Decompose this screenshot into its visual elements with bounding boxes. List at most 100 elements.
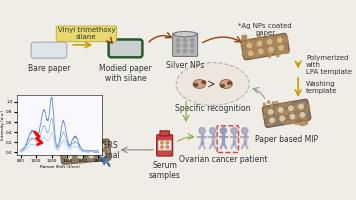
Circle shape <box>277 55 279 57</box>
Circle shape <box>103 147 105 149</box>
Circle shape <box>291 113 293 115</box>
Circle shape <box>298 106 300 108</box>
Circle shape <box>81 152 83 154</box>
Circle shape <box>288 110 291 113</box>
Circle shape <box>274 41 276 43</box>
Circle shape <box>166 146 169 148</box>
Circle shape <box>93 144 95 146</box>
Circle shape <box>67 147 69 149</box>
Circle shape <box>242 35 244 38</box>
Circle shape <box>276 107 278 110</box>
Circle shape <box>259 50 261 53</box>
Circle shape <box>270 38 273 40</box>
Circle shape <box>285 104 288 106</box>
Circle shape <box>283 51 285 53</box>
Circle shape <box>166 141 169 144</box>
Circle shape <box>97 155 99 157</box>
Circle shape <box>306 109 308 111</box>
Circle shape <box>287 120 289 122</box>
Circle shape <box>248 46 250 48</box>
Circle shape <box>256 45 258 48</box>
Circle shape <box>288 102 290 104</box>
Circle shape <box>263 103 266 106</box>
Circle shape <box>269 52 271 55</box>
Text: *Ag NPs coated
paper: *Ag NPs coated paper <box>239 23 292 36</box>
Circle shape <box>267 112 269 114</box>
Circle shape <box>280 116 284 121</box>
Circle shape <box>299 104 303 109</box>
Circle shape <box>277 46 279 48</box>
Circle shape <box>304 118 307 120</box>
Circle shape <box>297 104 300 107</box>
FancyBboxPatch shape <box>157 135 173 156</box>
Circle shape <box>265 47 267 49</box>
Circle shape <box>262 39 265 42</box>
Circle shape <box>241 45 244 48</box>
Circle shape <box>82 154 84 156</box>
Circle shape <box>275 43 277 46</box>
Circle shape <box>242 37 245 39</box>
Circle shape <box>286 39 288 41</box>
Circle shape <box>295 107 297 109</box>
Circle shape <box>83 146 85 148</box>
Circle shape <box>62 143 64 145</box>
Circle shape <box>243 49 245 51</box>
Circle shape <box>89 156 91 158</box>
FancyBboxPatch shape <box>241 33 289 60</box>
Circle shape <box>67 155 72 160</box>
Circle shape <box>99 150 101 152</box>
Circle shape <box>242 43 245 45</box>
Text: Bare paper: Bare paper <box>28 64 70 73</box>
Circle shape <box>287 110 289 112</box>
Circle shape <box>64 145 66 147</box>
Circle shape <box>294 108 297 110</box>
Circle shape <box>252 41 254 43</box>
Ellipse shape <box>201 81 206 84</box>
Circle shape <box>251 47 254 49</box>
Circle shape <box>298 122 300 124</box>
Circle shape <box>69 145 71 148</box>
Circle shape <box>88 145 93 149</box>
Circle shape <box>99 146 101 148</box>
FancyBboxPatch shape <box>31 42 67 58</box>
Circle shape <box>302 107 304 110</box>
Circle shape <box>277 52 279 54</box>
Circle shape <box>269 41 271 43</box>
Circle shape <box>78 151 80 153</box>
Ellipse shape <box>220 80 232 88</box>
Circle shape <box>176 49 180 53</box>
Circle shape <box>106 147 109 149</box>
Circle shape <box>88 155 90 157</box>
Circle shape <box>247 43 252 48</box>
FancyBboxPatch shape <box>60 139 111 164</box>
Circle shape <box>270 106 272 108</box>
Circle shape <box>284 37 287 39</box>
Text: SERS
Signal: SERS Signal <box>97 141 120 160</box>
Circle shape <box>76 155 78 157</box>
Text: Ovarian cancer patient: Ovarian cancer patient <box>179 155 268 164</box>
Ellipse shape <box>176 63 249 105</box>
Circle shape <box>278 106 281 108</box>
Circle shape <box>80 142 82 144</box>
Circle shape <box>161 141 163 144</box>
Circle shape <box>279 46 283 50</box>
Circle shape <box>89 141 91 143</box>
Ellipse shape <box>227 82 232 85</box>
Circle shape <box>307 104 309 107</box>
Circle shape <box>190 44 194 48</box>
Ellipse shape <box>220 84 225 87</box>
Circle shape <box>258 36 261 38</box>
Circle shape <box>66 147 71 151</box>
Circle shape <box>99 141 101 143</box>
Circle shape <box>265 110 267 113</box>
Circle shape <box>242 54 245 56</box>
Circle shape <box>284 122 287 124</box>
Circle shape <box>264 50 266 52</box>
Circle shape <box>302 123 305 126</box>
Circle shape <box>273 47 275 49</box>
Circle shape <box>292 120 294 122</box>
Circle shape <box>275 111 277 114</box>
Circle shape <box>85 146 88 148</box>
Circle shape <box>89 153 94 158</box>
Circle shape <box>282 112 285 115</box>
